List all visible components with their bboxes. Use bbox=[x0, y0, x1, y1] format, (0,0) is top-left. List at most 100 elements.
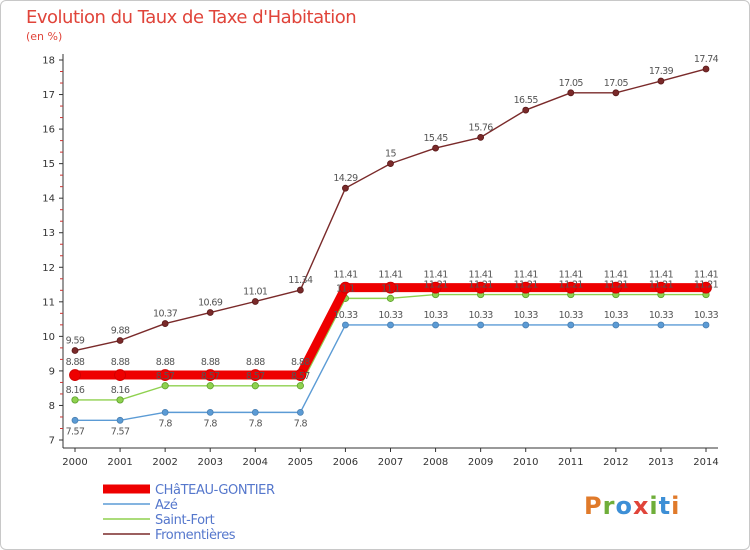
data-label: 11.21 bbox=[649, 280, 674, 291]
data-point bbox=[116, 337, 124, 344]
data-point bbox=[612, 321, 620, 329]
x-tick-label: 2012 bbox=[603, 457, 628, 468]
data-label: 17.74 bbox=[694, 54, 719, 65]
data-point bbox=[159, 369, 172, 381]
data-point bbox=[702, 65, 710, 73]
data-point bbox=[161, 408, 169, 416]
x-tick-label: 2013 bbox=[648, 457, 673, 468]
data-point bbox=[657, 77, 665, 85]
data-point bbox=[296, 286, 304, 294]
data-label: 8.16 bbox=[66, 385, 85, 396]
data-point bbox=[296, 382, 304, 390]
data-label: 16.55 bbox=[514, 95, 539, 106]
data-label: 10.33 bbox=[333, 310, 358, 321]
data-point bbox=[161, 382, 169, 390]
y-tick-label: 16 bbox=[42, 125, 55, 136]
data-label: 8.88 bbox=[111, 357, 130, 368]
data-label: 8.88 bbox=[291, 357, 310, 368]
data-point bbox=[519, 281, 532, 294]
data-point bbox=[161, 320, 169, 327]
data-label: 15.45 bbox=[423, 133, 448, 144]
data-label: 11.01 bbox=[243, 286, 268, 297]
data-label: 10.33 bbox=[378, 310, 403, 321]
x-tick-label: 2007 bbox=[378, 457, 403, 468]
data-point bbox=[612, 89, 620, 97]
data-label: 10.33 bbox=[514, 310, 539, 321]
data-point bbox=[296, 408, 304, 416]
data-label: 15.76 bbox=[469, 122, 494, 133]
data-point bbox=[567, 89, 575, 97]
data-label: 7.8 bbox=[294, 418, 308, 429]
data-point bbox=[522, 106, 530, 114]
x-tick-label: 2008 bbox=[423, 457, 448, 468]
data-label: 9.88 bbox=[111, 326, 130, 337]
data-point bbox=[71, 347, 79, 354]
data-label: 11.1 bbox=[336, 283, 355, 294]
data-label: 7.8 bbox=[158, 418, 172, 429]
data-point bbox=[204, 369, 217, 381]
x-tick-label: 2006 bbox=[333, 457, 358, 468]
x-tick-label: 2011 bbox=[558, 457, 583, 468]
data-point bbox=[567, 321, 575, 329]
data-label: 10.33 bbox=[423, 310, 448, 321]
data-label: 10.37 bbox=[153, 309, 178, 320]
data-point bbox=[249, 369, 262, 381]
data-point bbox=[522, 321, 530, 329]
data-label: 11.41 bbox=[469, 270, 494, 281]
data-point bbox=[474, 281, 487, 294]
data-label: 10.33 bbox=[649, 310, 674, 321]
data-point bbox=[251, 298, 259, 305]
data-label: 8.16 bbox=[111, 385, 130, 396]
y-tick-label: 18 bbox=[42, 56, 55, 67]
data-label: 11.41 bbox=[378, 270, 403, 281]
data-point bbox=[432, 144, 439, 152]
data-point bbox=[206, 309, 214, 316]
data-point bbox=[477, 321, 485, 329]
data-label: 11.21 bbox=[514, 280, 539, 291]
data-label: 11.41 bbox=[423, 270, 448, 281]
data-point bbox=[700, 281, 712, 294]
data-point bbox=[251, 408, 259, 416]
data-point bbox=[657, 321, 665, 329]
data-label: 11.21 bbox=[604, 280, 629, 291]
data-label: 11.41 bbox=[514, 270, 539, 281]
y-tick-label: 17 bbox=[42, 90, 55, 101]
data-point bbox=[564, 281, 577, 294]
data-point bbox=[342, 184, 349, 192]
legend-entry: Azé bbox=[155, 498, 178, 513]
y-tick-label: 12 bbox=[42, 263, 55, 274]
data-point bbox=[387, 321, 394, 329]
data-label: 8.88 bbox=[66, 357, 85, 368]
legend-entry: CHâTEAU-GONTIER bbox=[155, 483, 275, 498]
data-label: 11.34 bbox=[288, 275, 313, 286]
data-point bbox=[116, 396, 124, 404]
y-tick-label: 8 bbox=[49, 401, 55, 412]
x-tick-label: 2009 bbox=[468, 457, 493, 468]
data-point bbox=[429, 281, 442, 294]
data-label: 17.05 bbox=[559, 78, 584, 89]
y-tick-label: 13 bbox=[42, 228, 55, 239]
chart-title: Evolution du Taux de Taxe d'Habitation bbox=[26, 7, 357, 28]
data-label: 8.57 bbox=[291, 371, 310, 382]
data-label: 11.21 bbox=[469, 280, 494, 291]
y-tick-label: 7 bbox=[49, 436, 55, 447]
data-point bbox=[609, 281, 622, 294]
data-point bbox=[386, 294, 395, 302]
data-point bbox=[432, 321, 439, 329]
data-label: 14.29 bbox=[333, 173, 358, 184]
legend-entry: Saint-Fort bbox=[155, 513, 215, 528]
data-label: 8.88 bbox=[246, 357, 265, 368]
data-point bbox=[69, 369, 81, 381]
data-label: 7.8 bbox=[204, 418, 218, 429]
data-point bbox=[387, 160, 394, 168]
data-label: 8.57 bbox=[201, 371, 220, 382]
y-tick-label: 15 bbox=[42, 159, 55, 170]
x-tick-label: 2000 bbox=[62, 457, 87, 468]
data-label: 10.33 bbox=[694, 310, 719, 321]
data-point bbox=[206, 382, 214, 390]
x-tick-label: 2001 bbox=[107, 457, 132, 468]
data-point bbox=[294, 369, 307, 381]
x-tick-label: 2010 bbox=[513, 457, 538, 468]
